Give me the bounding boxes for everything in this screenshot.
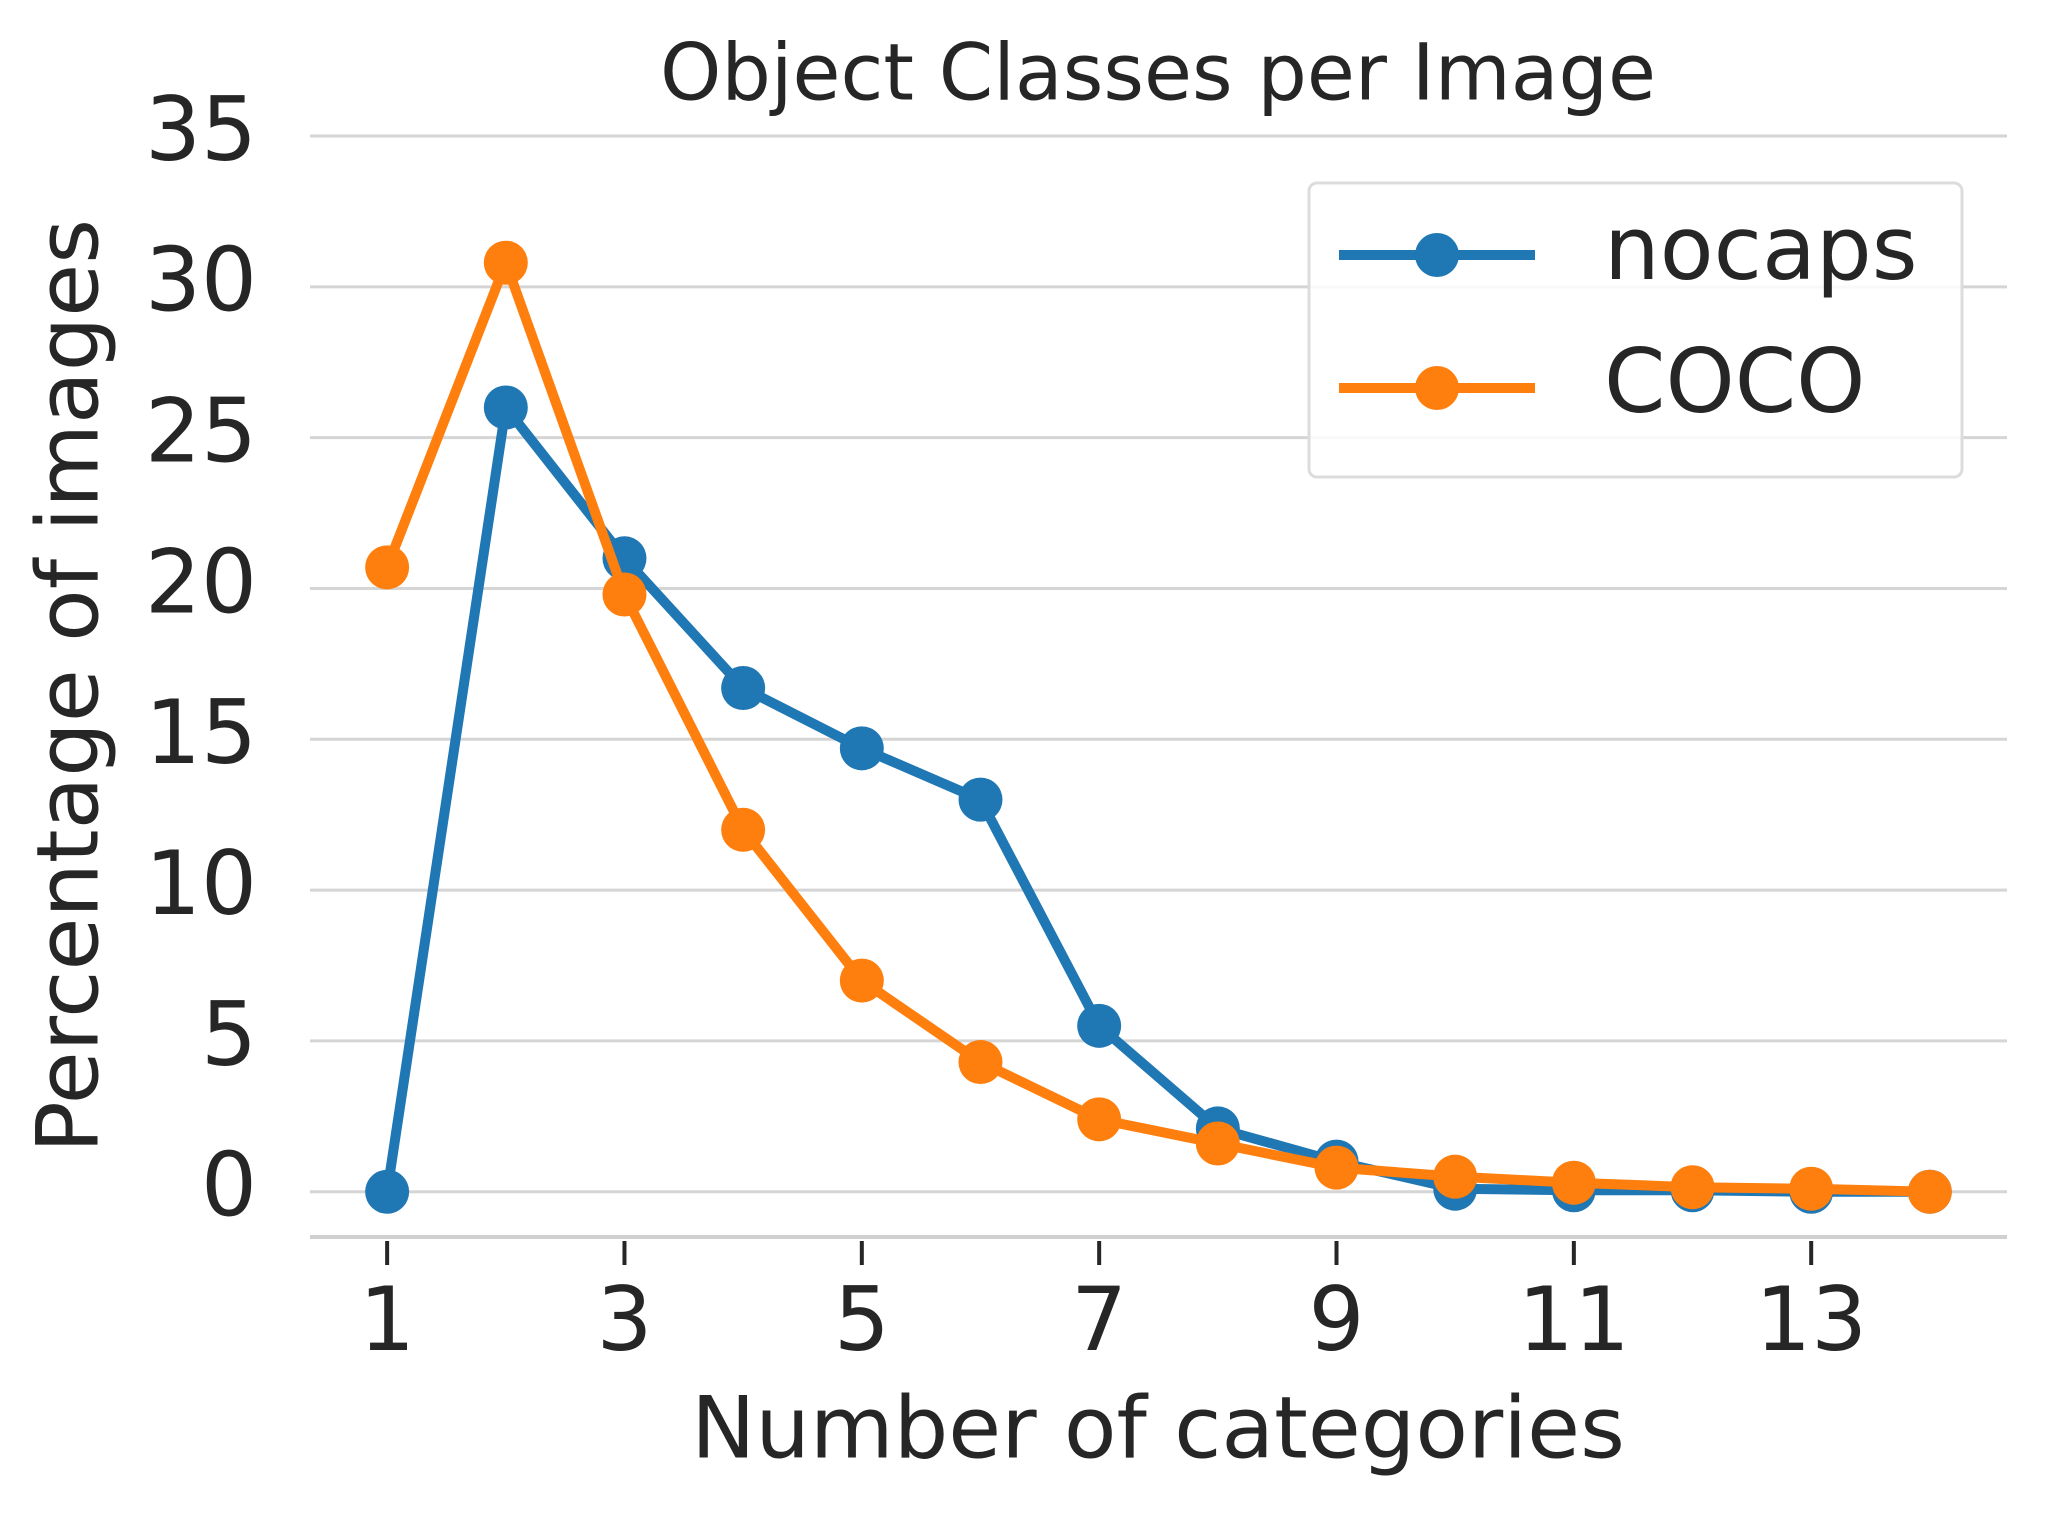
x-tick-label: 1: [359, 1268, 415, 1371]
data-point: [1077, 1003, 1122, 1048]
x-tick-label: 3: [596, 1268, 652, 1371]
x-tick-label: 5: [834, 1268, 890, 1371]
y-tick-label: 25: [145, 380, 257, 483]
data-point: [365, 1169, 410, 1214]
data-point: [602, 572, 647, 617]
data-point: [1789, 1166, 1834, 1211]
data-point: [1907, 1169, 1952, 1214]
data-point: [483, 385, 528, 430]
data-point: [1551, 1160, 1596, 1205]
y-tick-label: 35: [145, 78, 257, 181]
legend-label: nocaps: [1604, 197, 1918, 300]
x-tick-label: 11: [1518, 1268, 1630, 1371]
data-point: [721, 807, 766, 852]
data-point: [1195, 1121, 1240, 1166]
x-axis-label: Number of categories: [691, 1378, 1625, 1478]
data-point: [1433, 1154, 1478, 1199]
y-tick-label: 10: [145, 832, 257, 935]
legend-marker: [1415, 233, 1459, 277]
y-tick-label: 30: [145, 229, 257, 332]
x-tick-label: 9: [1309, 1268, 1365, 1371]
y-axis-label: Percentage of images: [18, 219, 118, 1153]
y-tick-label: 0: [201, 1134, 257, 1237]
data-point: [958, 777, 1003, 822]
data-point: [958, 1040, 1003, 1085]
data-point: [721, 666, 766, 711]
legend-marker: [1415, 366, 1459, 410]
y-tick-label: 5: [201, 983, 257, 1086]
y-tick-label: 15: [145, 681, 257, 784]
data-point: [483, 240, 528, 285]
data-point: [1077, 1097, 1122, 1142]
data-point: [1314, 1145, 1359, 1190]
series-line: [382, 402, 1930, 1197]
x-tick-label: 7: [1071, 1268, 1127, 1371]
data-point: [365, 545, 410, 590]
x-tick-label: 13: [1755, 1268, 1867, 1371]
legend-label: COCO: [1604, 330, 1865, 433]
y-tick-label: 20: [145, 530, 257, 633]
data-point: [839, 726, 884, 771]
data-point: [839, 958, 884, 1003]
chart-title: Object Classes per Image: [660, 28, 1656, 118]
data-point: [1670, 1165, 1715, 1210]
